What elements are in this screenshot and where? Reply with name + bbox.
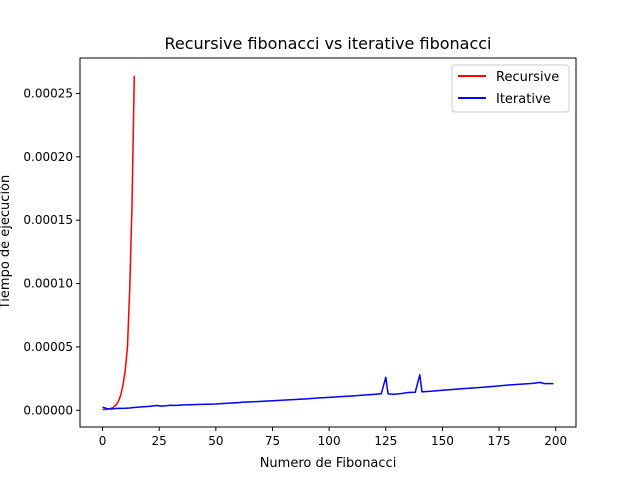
legend-label-recursive: Recursive (496, 70, 559, 85)
y-tick-label: 0.00025 (23, 86, 73, 100)
x-tick-label: 75 (265, 434, 280, 448)
x-tick-label: 100 (318, 434, 341, 448)
x-tick-label: 200 (544, 434, 567, 448)
x-tick-label: 175 (488, 434, 511, 448)
x-tick-label: 50 (208, 434, 223, 448)
y-axis-label: Tiempo de ejecución (0, 175, 13, 310)
y-tick-label: 0.00010 (23, 277, 73, 291)
y-tick-label: 0.00015 (23, 213, 73, 227)
series-line-iterative (102, 374, 554, 410)
series-layer (102, 75, 554, 411)
legend: Recursive Iterative (451, 64, 570, 113)
x-tick-label: 150 (431, 434, 454, 448)
x-tick-label: 125 (374, 434, 397, 448)
y-tick-label: 0.00020 (23, 150, 73, 164)
x-tick-label: 0 (99, 434, 107, 448)
x-axis-label: Numero de Fibonacci (260, 456, 397, 471)
chart-title: Recursive fibonacci vs iterative fibonac… (165, 34, 492, 53)
axes-layer: 0 25 50 75 100 125 150 175 200 0.00000 0.00005 0.00… (23, 57, 577, 448)
legend-label-iterative: Iterative (496, 92, 551, 107)
plot-area (80, 58, 576, 427)
axes-frame (79, 57, 577, 428)
y-tick-label: 0.00005 (23, 340, 73, 354)
y-tick-label: 0.00000 (23, 403, 73, 417)
x-tick-label: 25 (152, 434, 167, 448)
